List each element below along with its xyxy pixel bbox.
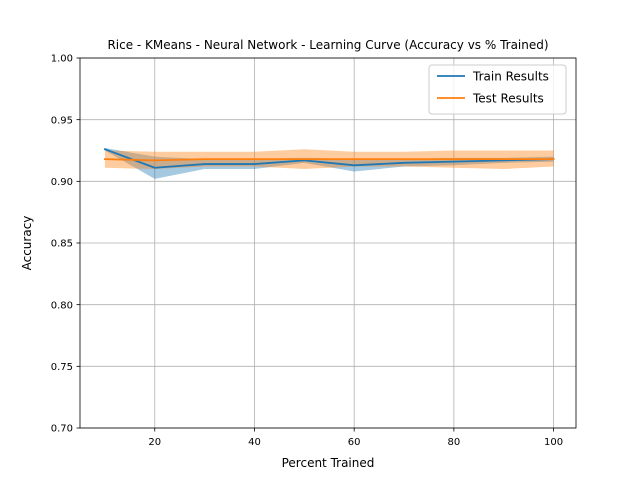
y-axis-label: Accuracy — [20, 216, 34, 271]
x-tick-label: 60 — [348, 437, 361, 448]
x-tick-label: 80 — [448, 437, 461, 448]
x-tick-label: 20 — [148, 437, 161, 448]
y-tick-label: 0.90 — [51, 177, 73, 188]
chart-title: Rice - KMeans - Neural Network - Learnin… — [107, 38, 548, 52]
legend-box — [428, 64, 567, 115]
series-lines — [103, 148, 555, 169]
line-series-1 — [103, 158, 555, 162]
x-tick-label: 40 — [248, 437, 261, 448]
x-axis-label: Percent Trained — [282, 456, 375, 470]
axis-ticks: 20 40 60 80 100 0.70 0.75 0.80 0.85 0.90 0.95 1.00 — [51, 54, 563, 448]
y-tick-label: 0.80 — [51, 300, 73, 311]
x-tick-label: 100 — [544, 437, 563, 448]
legend-label: Train Results — [472, 70, 549, 84]
y-tick-label: 0.95 — [51, 115, 73, 126]
y-tick-label: 0.85 — [51, 239, 73, 250]
line-series-0 — [103, 148, 555, 169]
legend-label: Test Results — [472, 92, 544, 106]
y-tick-label: 0.75 — [51, 362, 73, 373]
y-tick-label: 1.00 — [51, 54, 73, 65]
legend: Train Results Test Results — [428, 64, 567, 115]
y-tick-label: 0.70 — [51, 424, 73, 435]
